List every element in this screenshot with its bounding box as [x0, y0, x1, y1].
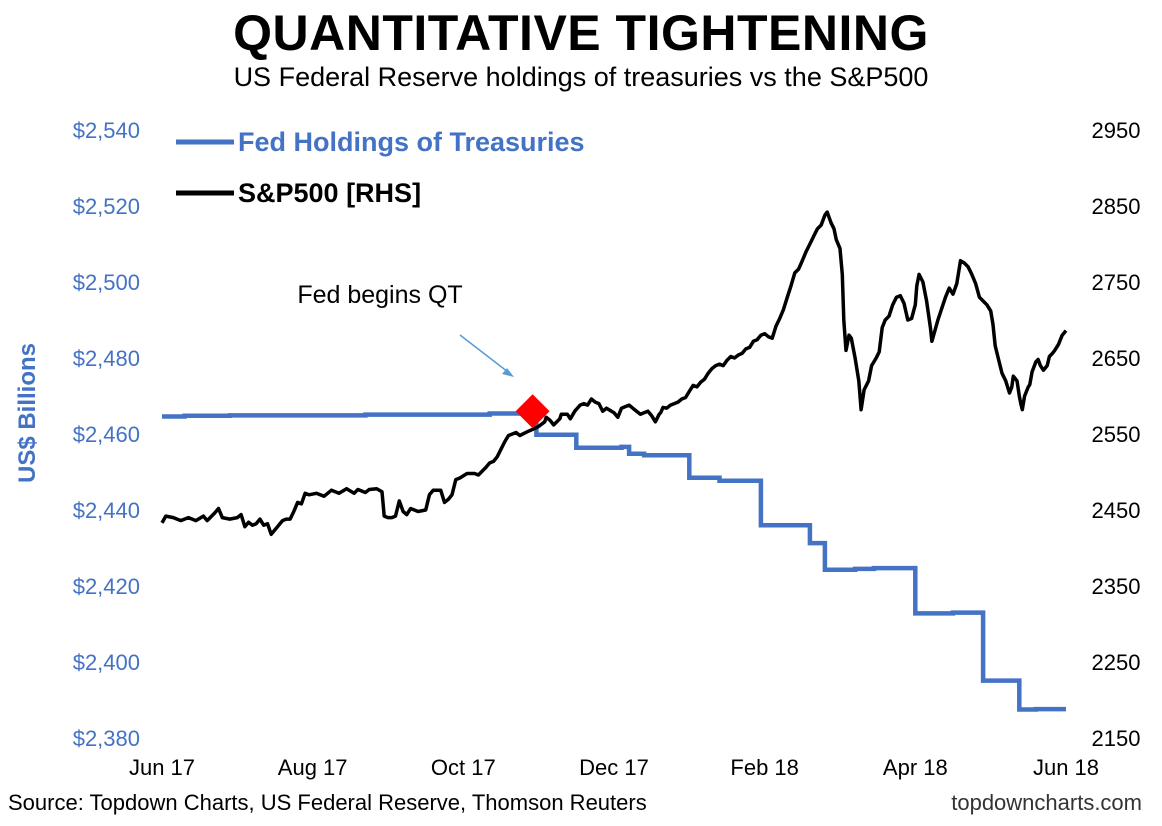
annotation-arrowhead [502, 368, 514, 377]
x-tick-label: Jun 17 [129, 755, 195, 780]
fed-holdings-line [162, 411, 1066, 712]
brand-label: topdowncharts.com [951, 790, 1142, 815]
left-tick-label: $2,500 [73, 270, 140, 295]
qt-start-marker [515, 394, 550, 429]
left-tick-label: $2,380 [73, 726, 140, 751]
source-note: Source: Topdown Charts, US Federal Reser… [8, 790, 647, 815]
left-axis-ticks: $2,380 $2,400 $2,420 $2,440 $2,460 $2,480 $2,5… [73, 118, 140, 751]
left-tick-label: $2,460 [73, 422, 140, 447]
series-layer [160, 210, 1068, 712]
x-axis-ticks: Jun 17 Aug 17 Oct 17 Dec 17 Feb 18 Apr 18 Jun … [129, 755, 1099, 780]
spx-line [160, 210, 1068, 537]
x-tick-label: Feb 18 [730, 755, 799, 780]
left-tick-label: $2,400 [73, 650, 140, 675]
right-tick-label: 2350 [1092, 574, 1141, 599]
left-tick-label: $2,480 [73, 346, 140, 371]
x-tick-label: Oct 17 [431, 755, 496, 780]
chart-area: $2,380 $2,400 $2,420 $2,440 $2,460 $2,480 $2,5… [14, 118, 1141, 780]
annotation-arrow [459, 334, 509, 373]
x-tick-label: Apr 18 [883, 755, 948, 780]
right-axis-ticks: 2150 2250 2350 2450 2550 2650 2750 2850 2950 [1092, 118, 1141, 751]
x-tick-label: Jun 18 [1033, 755, 1099, 780]
y-axis-label: US$ Billions [14, 343, 41, 483]
annotation-label: Fed begins QT [297, 281, 462, 309]
legend-label-fed: Fed Holdings of Treasuries [238, 127, 585, 157]
right-tick-label: 2950 [1092, 118, 1141, 143]
left-tick-label: $2,440 [73, 498, 140, 523]
left-tick-label: $2,420 [73, 574, 140, 599]
chart-legend: Fed Holdings of Treasuries S&P500 [RHS] [176, 127, 585, 208]
chart-title: QUANTITATIVE TIGHTENING [233, 5, 929, 61]
right-tick-label: 2550 [1092, 422, 1141, 447]
left-tick-label: $2,540 [73, 118, 140, 143]
left-tick-label: $2,520 [73, 194, 140, 219]
chart-subtitle: US Federal Reserve holdings of treasurie… [233, 62, 929, 92]
x-tick-label: Dec 17 [579, 755, 649, 780]
right-tick-label: 2650 [1092, 346, 1141, 371]
legend-label-spx: S&P500 [RHS] [238, 178, 421, 208]
right-tick-label: 2450 [1092, 498, 1141, 523]
right-tick-label: 2250 [1092, 650, 1141, 675]
right-tick-label: 2750 [1092, 270, 1141, 295]
x-tick-label: Aug 17 [278, 755, 348, 780]
qt-annotation: Fed begins QT [297, 281, 514, 377]
right-tick-label: 2850 [1092, 194, 1141, 219]
right-tick-label: 2150 [1092, 726, 1141, 751]
